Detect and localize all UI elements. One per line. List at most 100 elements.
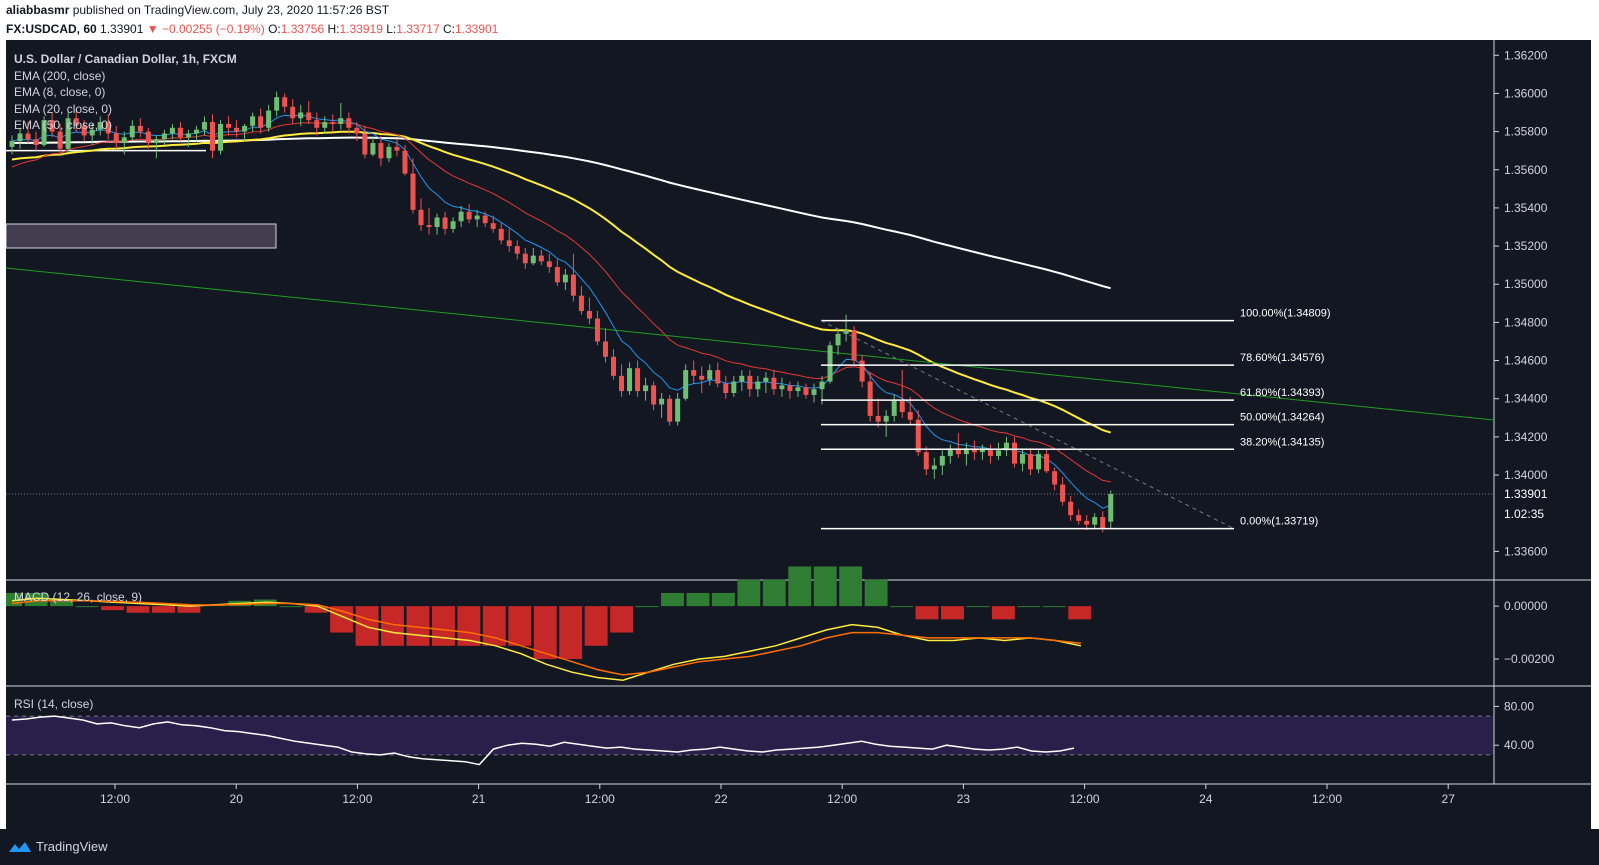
y-tick-label: 1.33600 [1504,544,1548,558]
publisher-name[interactable]: aliabbasmr [6,3,70,17]
macd-histogram-bar [610,606,634,633]
candle-body [635,368,641,392]
candle-body [827,345,833,382]
candle-body [137,125,143,132]
fib-level-label: 50.00%(1.34264) [1240,412,1324,424]
candle-body [1052,471,1058,485]
macd-histogram-bar [1042,606,1066,608]
macd-histogram-bar [991,606,1015,620]
rsi-line [11,715,1075,766]
candle-body [314,120,320,128]
candle-body [201,122,207,130]
candle-body [177,127,183,138]
candle-body [378,143,384,159]
macd-histogram-bar [508,606,532,646]
candle-body [707,370,713,380]
macd-histogram-bar [915,606,939,620]
candle-body [1076,515,1082,521]
candle-body [843,330,849,334]
candle-body [651,385,657,405]
candle-body [811,389,817,395]
candle-body [442,217,448,229]
candle-body [1003,442,1009,451]
macd-histogram-bar [661,592,684,607]
macd-histogram-bar [457,606,481,646]
candle-body [1044,454,1050,472]
candle-body [17,133,23,142]
candle-body [65,118,71,149]
y-tick-label: 1.34400 [1504,392,1548,406]
candle-body [394,146,400,151]
macd-histogram-bar [431,606,455,646]
candle-body [987,448,993,456]
fib-trend-line [820,320,1235,530]
ema8-legend[interactable]: EMA (8, close, 0) [14,85,106,100]
macd-histogram-bar [737,579,761,607]
candle-body [675,398,681,422]
close-value: 1.33901 [454,22,499,36]
macd-histogram-bar [584,606,608,646]
chart-area[interactable]: 1.36200 1.36000 1.35800 1.35600 1.35400 1.352… [6,40,1591,829]
candle-body [418,209,424,226]
fib-level-label: 38.20%(1.34135) [1240,436,1324,448]
ema200-legend[interactable]: EMA (200, close) [14,68,106,83]
candle-body [931,465,937,470]
tradingview-logo[interactable]: TradingView [8,839,108,854]
macd-histogram-bar [101,606,124,611]
fib-level-label: 61.80%(1.34393) [1240,387,1324,399]
candle-body [835,333,841,346]
x-tick-label: 24 [1199,792,1213,806]
ema50-line [11,130,1111,434]
candle-body [258,116,264,128]
candle-body [771,377,777,390]
candle-body [891,400,897,416]
candle-body [867,381,873,416]
candle-body [169,127,175,134]
candle-body [578,295,584,311]
rsi-tick-label: 40.00 [1504,738,1534,752]
x-tick-label: 12:00 [827,792,857,806]
candle-body [1108,493,1114,522]
candle-body [386,146,392,159]
candle-body [755,381,761,390]
candle-body [875,415,881,422]
candle-body [915,419,921,453]
macd-histogram-bar [1017,606,1041,608]
candle-body [859,360,865,382]
macd-histogram-bar [635,606,659,608]
candle-body [506,240,512,247]
candle-body [474,215,480,220]
ema50-legend[interactable]: EMA (50, close, 0) [14,118,113,133]
candle-body [907,412,913,420]
x-tick-label: 23 [957,792,971,806]
x-tick-label: 20 [230,792,244,806]
rsi-tick-label: 80.00 [1504,699,1534,713]
ema20-line [11,122,1111,483]
macd-histogram-bar [559,606,583,660]
candle-body [546,261,552,268]
candle-body [266,110,272,128]
zone-rectangle [6,223,277,249]
candle-body [514,246,520,254]
y-tick-label: 1.35400 [1504,201,1548,215]
candle-body [113,133,119,144]
rsi-legend[interactable]: RSI (14, close) [14,697,94,711]
macd-histogram-bar [533,606,557,660]
macd-legend[interactable]: MACD (12, 26, close, 9) [14,590,143,604]
candle-body [554,267,560,283]
candle-body [290,106,296,119]
candle-body [105,122,111,134]
candle-body [346,118,352,128]
candle-body [1036,454,1042,470]
chart-svg[interactable]: 1.36200 1.36000 1.35800 1.35600 1.35400 1.352… [6,40,1591,829]
macd-histogram-bar [381,606,404,646]
candle-body [426,225,432,227]
candle-body [338,118,344,124]
macd-tick-label: 0.00000 [1504,599,1548,613]
candle-body [185,133,191,138]
candle-body [121,137,127,144]
macd-histogram-bar [126,606,150,613]
macd-histogram-bar [355,606,379,646]
macd-histogram-bar [813,566,837,607]
ema20-legend[interactable]: EMA (20, close, 0) [14,101,113,116]
